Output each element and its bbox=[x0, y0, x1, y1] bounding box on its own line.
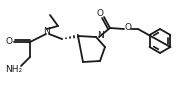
Text: N: N bbox=[98, 31, 104, 40]
Text: O: O bbox=[6, 37, 13, 46]
Text: NH₂: NH₂ bbox=[6, 65, 23, 74]
Text: O: O bbox=[97, 9, 104, 18]
Text: N: N bbox=[43, 27, 49, 36]
Text: O: O bbox=[124, 23, 131, 32]
